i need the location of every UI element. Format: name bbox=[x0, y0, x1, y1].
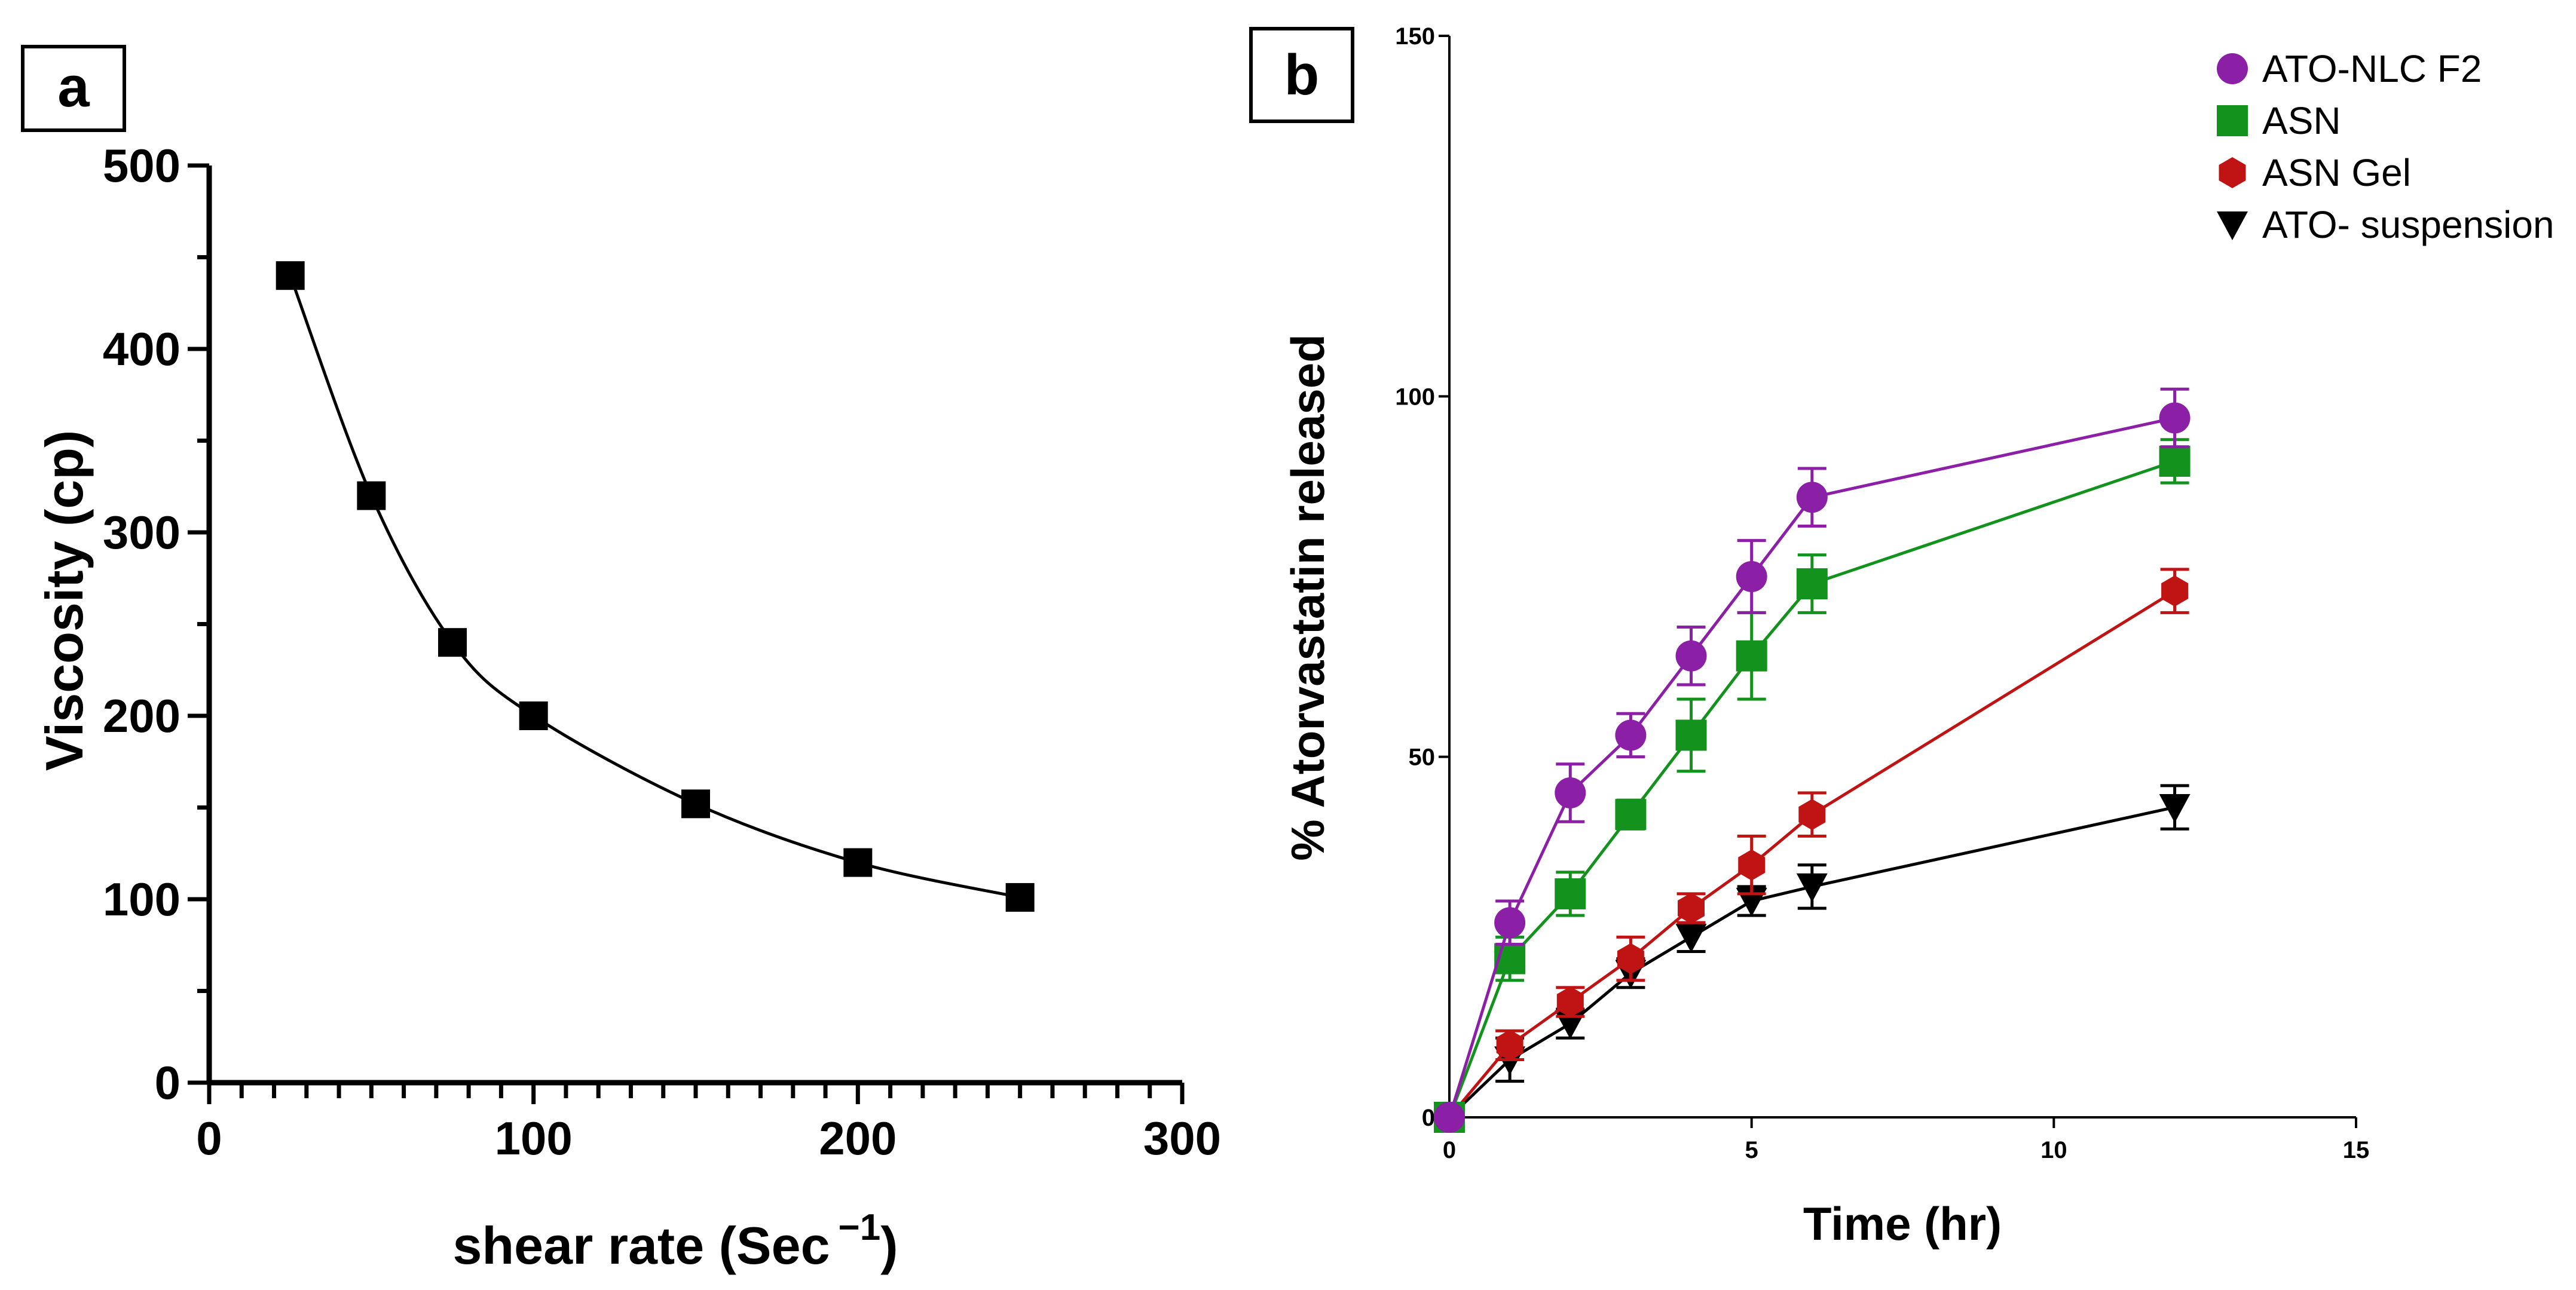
chart-a-y-tick-label: 300 bbox=[103, 506, 180, 559]
chart-b-legend: ATO-NLC F2 ASN ASN Gel ATO- suspension bbox=[2217, 47, 2554, 246]
chart-b-series bbox=[1434, 387, 2190, 1133]
chart-a-data-point bbox=[438, 628, 467, 657]
chart-b-data-point bbox=[2159, 445, 2190, 477]
chart-b-data-point bbox=[1738, 849, 1766, 881]
chart-b-y-axis-label: % Atorvastatin released bbox=[1281, 334, 1334, 860]
panel-a-letter: a bbox=[57, 55, 90, 119]
chart-b-data-point bbox=[1556, 986, 1584, 1018]
chart-b-data-point bbox=[2161, 575, 2189, 607]
chart-b-y-tick-label: 50 bbox=[1409, 744, 1436, 771]
chart-b-axes: 0 50 100 150 0 5 10 15 bbox=[1395, 23, 2369, 1163]
chart-b-data-point bbox=[2159, 402, 2190, 434]
chart-a-data-point bbox=[843, 848, 873, 877]
chart-a-data-point bbox=[1005, 883, 1035, 912]
chart-a-y-tick-label: 400 bbox=[103, 323, 180, 375]
chart-a-data-point bbox=[681, 789, 710, 819]
chart-a-y-axis-label: Viscosity (cp) bbox=[35, 430, 94, 771]
chart-a-y-tick-label: 200 bbox=[103, 690, 180, 742]
chart-b-y-tick-label: 0 bbox=[1422, 1105, 1435, 1131]
chart-a: 0 100 200 300 400 500 0 100 200 300 Viscosity (cp… bbox=[35, 139, 1221, 1275]
chart-b-legend-label: ATO- suspension bbox=[2262, 203, 2554, 246]
chart-b-legend-label: ASN bbox=[2262, 99, 2341, 142]
chart-b-legend-label: ATO-NLC F2 bbox=[2262, 47, 2482, 90]
chart-b-legend-marker bbox=[2217, 105, 2248, 136]
chart-b-series-group bbox=[1436, 568, 2189, 1133]
chart-b-data-point bbox=[1796, 482, 1828, 513]
chart-b-series-line bbox=[1448, 805, 2176, 1119]
chart-b-y-tick-label: 100 bbox=[1395, 384, 1435, 410]
chart-b-data-point bbox=[1678, 893, 1705, 924]
chart-b-legend-label: ASN Gel bbox=[2262, 151, 2411, 194]
chart-b-x-tick-label: 0 bbox=[1443, 1137, 1456, 1163]
panel-b-letter: b bbox=[1284, 43, 1320, 107]
chart-b-series-group bbox=[1434, 784, 2190, 1133]
chart-b-data-point bbox=[1615, 719, 1647, 751]
chart-b-data-point bbox=[1796, 568, 1828, 600]
chart-a-y-tick-label: 500 bbox=[103, 139, 180, 192]
chart-b-data-point bbox=[1555, 777, 1586, 808]
chart-a-x-tick-label: 300 bbox=[1143, 1112, 1221, 1165]
chart-a-series bbox=[276, 261, 1035, 912]
chart-a-x-axis-label-close: ) bbox=[880, 1216, 898, 1275]
chart-a-x-axis-label-main: shear rate (Sec bbox=[452, 1216, 830, 1275]
chart-b-x-axis-label: Time (hr) bbox=[1803, 1197, 2002, 1250]
chart-b-x-tick-label: 5 bbox=[1745, 1137, 1758, 1163]
chart-b-series-group bbox=[1434, 387, 2190, 1133]
chart-b-data-point bbox=[1675, 924, 1707, 953]
chart-a-x-tick-label: 200 bbox=[819, 1112, 897, 1165]
panel-b-label: b bbox=[1249, 27, 1354, 123]
chart-a-x-tick-label: 0 bbox=[196, 1112, 222, 1165]
chart-b-data-point bbox=[2159, 794, 2190, 823]
chart-a-data-point bbox=[357, 481, 386, 510]
chart-b-legend-marker bbox=[2219, 157, 2246, 188]
chart-b-data-point bbox=[1494, 907, 1526, 939]
chart-b-x-tick-label: 15 bbox=[2343, 1137, 2370, 1163]
chart-a-data-point bbox=[519, 701, 548, 730]
chart-a-x-axis-label: shear rate (Sec −1) bbox=[452, 1207, 898, 1275]
chart-b-data-point bbox=[1736, 640, 1767, 672]
chart-b-data-point bbox=[1736, 561, 1767, 592]
chart-a-y-tick-label: 100 bbox=[103, 873, 180, 926]
chart-a-y-tick-label: 0 bbox=[155, 1056, 180, 1109]
chart-b-series-group bbox=[1434, 438, 2190, 1133]
chart-b-data-point bbox=[1796, 873, 1828, 902]
chart-b-legend-marker bbox=[2217, 53, 2248, 84]
chart-b-data-point bbox=[1434, 1102, 1465, 1133]
chart-b-data-point bbox=[1617, 943, 1644, 975]
chart-b-legend-marker bbox=[2217, 211, 2248, 240]
chart-b-data-point bbox=[1675, 640, 1707, 672]
chart-a-x-tick-label: 100 bbox=[495, 1112, 573, 1165]
chart-b-data-point bbox=[1496, 1029, 1523, 1061]
chart-a-x-axis-label-superscript: −1 bbox=[839, 1207, 881, 1248]
chart-b-data-point bbox=[1615, 799, 1647, 831]
panel-a-label: a bbox=[21, 45, 126, 132]
chart-b-data-point bbox=[1555, 878, 1586, 909]
chart-b-y-tick-label: 150 bbox=[1395, 23, 1435, 50]
chart-a-axes: 0 100 200 300 400 500 0 100 200 300 bbox=[103, 139, 1221, 1165]
chart-b-data-point bbox=[1675, 719, 1707, 751]
chart-b-x-tick-label: 10 bbox=[2040, 1137, 2067, 1163]
chart-a-series-line bbox=[289, 275, 1021, 899]
chart-a-data-point bbox=[276, 261, 305, 290]
chart-b-data-point bbox=[1798, 799, 1826, 831]
